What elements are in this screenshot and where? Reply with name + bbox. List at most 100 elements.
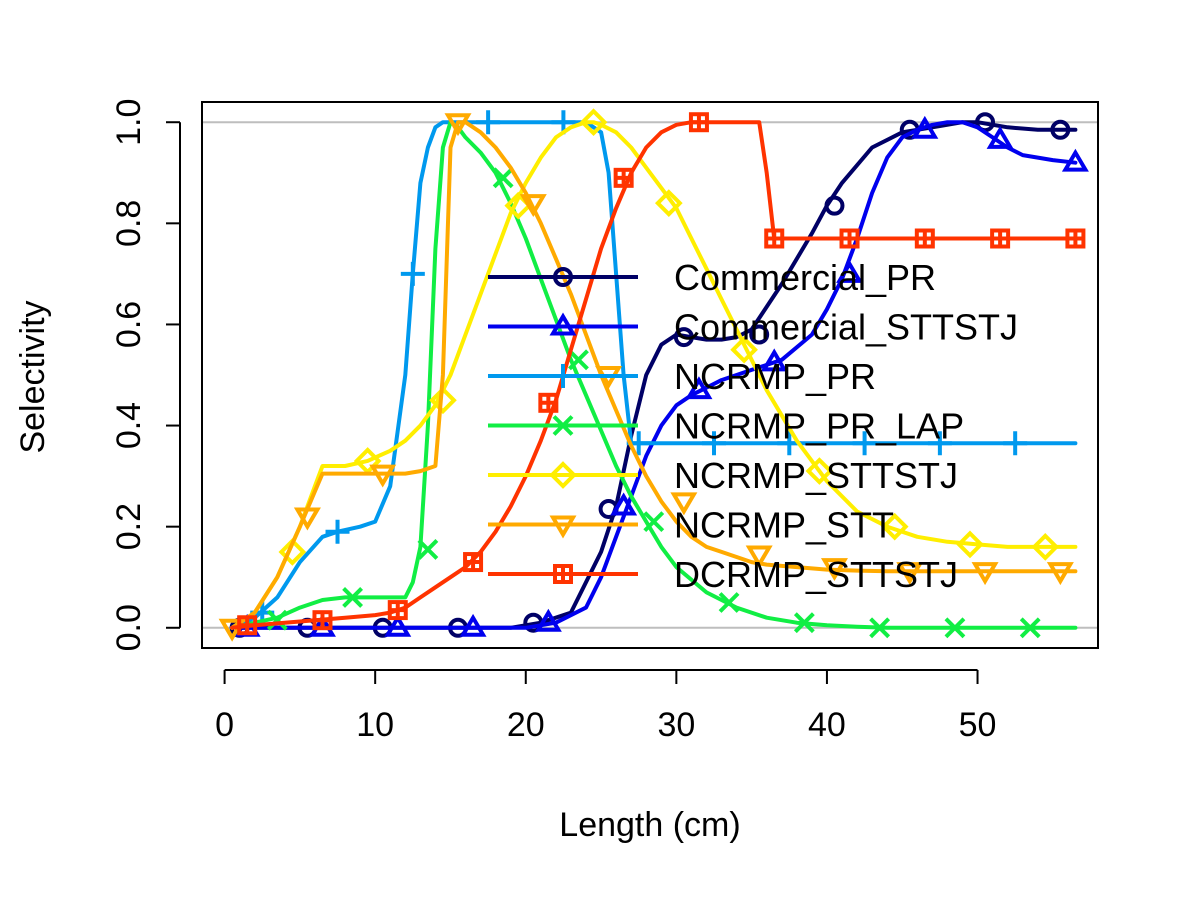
marker-shape bbox=[314, 612, 331, 629]
data-point bbox=[956, 530, 984, 559]
data-point bbox=[793, 612, 815, 634]
marker-shape bbox=[841, 230, 858, 247]
y-tick-label: 0.4 bbox=[110, 402, 148, 449]
marker-shape bbox=[610, 492, 638, 516]
data-point bbox=[266, 609, 288, 631]
series-line bbox=[237, 120, 1078, 630]
data-point bbox=[463, 552, 484, 573]
data-point bbox=[417, 539, 439, 560]
data-point bbox=[387, 600, 408, 621]
legend-entry: Commercial_PR bbox=[488, 257, 936, 298]
marker-shape bbox=[465, 554, 482, 571]
marker-shape bbox=[654, 189, 683, 217]
marker-shape bbox=[266, 609, 288, 631]
marker-shape bbox=[549, 312, 577, 336]
series-line bbox=[230, 120, 1078, 630]
legend-marker bbox=[549, 461, 577, 489]
y-tick-label: 0.0 bbox=[110, 604, 148, 651]
data-point bbox=[654, 189, 683, 217]
marker-shape bbox=[293, 507, 321, 531]
marker-shape bbox=[553, 267, 573, 287]
data-point bbox=[369, 464, 397, 488]
marker-shape bbox=[836, 259, 864, 283]
legend-entry: NCRMP_STTSTJ bbox=[488, 455, 958, 496]
data-point bbox=[896, 562, 924, 586]
data-point bbox=[869, 617, 891, 639]
data-point bbox=[342, 587, 364, 608]
plot-frame bbox=[201, 101, 1099, 649]
legend-marker bbox=[549, 515, 577, 539]
data-point bbox=[610, 492, 638, 516]
y-tick-label: 0.2 bbox=[110, 503, 148, 550]
marker-shape bbox=[1019, 617, 1041, 639]
marker-shape bbox=[766, 230, 783, 247]
marker-shape bbox=[552, 415, 574, 436]
series-line bbox=[230, 120, 1078, 630]
marker-shape bbox=[417, 539, 439, 560]
marker-shape bbox=[690, 114, 707, 131]
marker-shape bbox=[429, 386, 457, 415]
y-tick-label: 0.6 bbox=[110, 301, 148, 348]
legend-label: Commercial_STTSTJ bbox=[674, 307, 1018, 348]
legend-label: Commercial_PR bbox=[674, 257, 936, 298]
reference-lines bbox=[202, 121, 1098, 629]
x-tick-label: 10 bbox=[356, 706, 394, 744]
data-point bbox=[718, 592, 740, 613]
marker-shape bbox=[1031, 533, 1060, 561]
data-point bbox=[476, 110, 501, 135]
data-point bbox=[218, 618, 246, 642]
marker-shape bbox=[615, 169, 632, 186]
marker-shape bbox=[540, 394, 557, 411]
marker-shape bbox=[1067, 230, 1084, 247]
series-layer bbox=[218, 108, 1089, 642]
data-point bbox=[1061, 148, 1089, 172]
data-point bbox=[986, 125, 1014, 149]
data-point bbox=[613, 167, 634, 188]
legend-label: NCRMP_PR bbox=[674, 356, 876, 397]
x-tick-label: 30 bbox=[657, 706, 695, 744]
legend-label: NCRMP_PR_LAP bbox=[674, 406, 964, 447]
legend-label: NCRMP_STTSTJ bbox=[674, 455, 958, 496]
data-point bbox=[749, 324, 770, 345]
legend-entry: NCRMP_PR_LAP bbox=[488, 406, 964, 447]
marker-shape bbox=[992, 230, 1009, 247]
marker-shape bbox=[400, 261, 425, 286]
data-point bbox=[444, 113, 472, 137]
data-point bbox=[852, 431, 877, 456]
marker-shape bbox=[549, 461, 577, 489]
data-point bbox=[927, 431, 952, 456]
data-point bbox=[745, 545, 773, 569]
marker-shape bbox=[702, 431, 726, 456]
data-point bbox=[836, 259, 864, 283]
marker-shape bbox=[805, 457, 834, 485]
marker-shape bbox=[869, 617, 891, 639]
data-point bbox=[538, 392, 559, 413]
data-point bbox=[384, 613, 412, 637]
marker-shape bbox=[551, 364, 575, 388]
marker-shape bbox=[534, 608, 562, 632]
data-point bbox=[534, 608, 562, 632]
legend-entry: NCRMP_PR bbox=[488, 356, 876, 397]
marker-shape bbox=[760, 348, 788, 372]
data-point bbox=[911, 115, 939, 139]
data-point bbox=[1050, 119, 1071, 140]
legend-marker bbox=[553, 267, 573, 287]
data-point bbox=[237, 615, 258, 636]
data-point bbox=[764, 228, 785, 249]
data-point bbox=[400, 261, 425, 286]
legend: Commercial_PR Commercial_STTSTJ NCRMP_PR NC… bbox=[488, 257, 1018, 595]
y-axis-label: Selectivity bbox=[14, 300, 52, 453]
legend-marker bbox=[551, 364, 575, 388]
data-point bbox=[1031, 533, 1060, 561]
marker-shape bbox=[342, 587, 364, 608]
marker-shape bbox=[643, 511, 665, 533]
marker-shape bbox=[278, 538, 307, 566]
marker-shape bbox=[549, 515, 577, 539]
x-tick-label: 40 bbox=[808, 706, 846, 744]
marker-shape bbox=[927, 431, 952, 456]
marker-shape bbox=[971, 562, 999, 586]
data-point bbox=[1046, 562, 1074, 586]
marker-shape bbox=[670, 492, 698, 516]
data-point bbox=[459, 613, 487, 637]
data-point bbox=[325, 519, 350, 544]
